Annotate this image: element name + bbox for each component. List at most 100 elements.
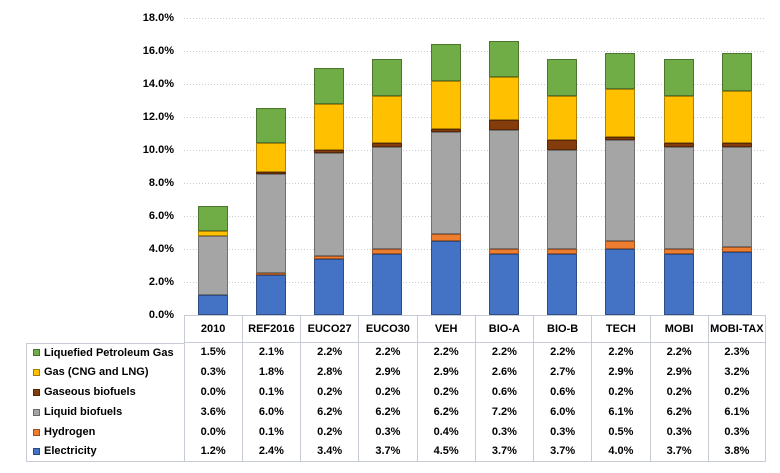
value-cell: 2.9% xyxy=(358,362,416,383)
value-cell: 3.7% xyxy=(533,441,592,462)
gridline xyxy=(183,116,766,118)
bar-segment xyxy=(663,249,694,254)
bar-segment xyxy=(430,131,461,235)
legend-item: Gaseous biofuels xyxy=(26,382,184,403)
bar-segment xyxy=(488,249,519,254)
value-cell: 3.7% xyxy=(358,441,417,462)
y-axis-tick-label: 8.0% xyxy=(148,177,174,189)
legend-item: Liquefied Petroleum Gas xyxy=(26,342,184,363)
value-cell: 2.2% xyxy=(416,342,475,363)
value-cell: 0.0% xyxy=(183,422,242,442)
table-corner-cell xyxy=(26,315,184,343)
value-cell: 2.2% xyxy=(300,342,358,363)
gridline xyxy=(183,149,766,151)
data-table: 2010 REF2016 EUCO27 EUCO30 VEH BIO-A BIO-B TECH… xyxy=(26,315,766,462)
series-name: Liquefied Petroleum Gas xyxy=(44,346,174,359)
value-cell: 0.2% xyxy=(591,382,649,403)
value-cell: 2.1% xyxy=(241,342,300,363)
bar-segment xyxy=(430,44,461,81)
value-cell: 3.6% xyxy=(183,402,242,423)
series-name: Liquid biofuels xyxy=(44,406,123,419)
bar-segment xyxy=(255,273,286,276)
bar-segment xyxy=(547,59,578,96)
value-cell: 6.0% xyxy=(241,402,300,423)
bar-segment xyxy=(663,143,694,147)
value-cell: 0.6% xyxy=(474,382,533,403)
value-cell: 6.2% xyxy=(416,402,475,423)
value-cell: 2.7% xyxy=(533,362,591,383)
value-cell: 0.3% xyxy=(183,362,242,383)
bar-segment xyxy=(255,174,286,274)
y-axis-tick-label: 4.0% xyxy=(148,243,174,255)
bar-segment xyxy=(372,146,403,250)
value-cell: 3.4% xyxy=(300,441,359,462)
stacked-bar-BIO-A xyxy=(488,18,519,315)
column-header-2010: 2010 xyxy=(183,315,242,343)
bar-segment xyxy=(721,143,752,147)
value-cell: 2.8% xyxy=(300,362,358,383)
bar-segment xyxy=(605,140,636,241)
legend-swatch-icon xyxy=(33,388,40,396)
legend-item: Hydrogen xyxy=(26,422,184,442)
y-axis-tick-label: 14.0% xyxy=(142,78,174,90)
legend-item: Liquid biofuels xyxy=(26,402,184,423)
column-header-VEH: VEH xyxy=(416,315,475,343)
bar-segment xyxy=(721,90,752,144)
bar-segment xyxy=(314,153,345,256)
y-axis-tick-label: 2.0% xyxy=(148,276,174,288)
bar-segment xyxy=(547,253,578,315)
legend-swatch-icon xyxy=(33,447,40,455)
bar-segment xyxy=(314,150,345,154)
column-header-MOBI-TAX: MOBI-TAX xyxy=(707,315,766,343)
value-cell: 2.4% xyxy=(241,441,300,462)
value-cell: 0.3% xyxy=(649,422,708,442)
value-cell: 2.9% xyxy=(416,362,475,383)
bar-segment xyxy=(721,247,752,253)
bar-segment xyxy=(314,255,345,259)
value-cell: 0.3% xyxy=(707,422,766,442)
legend-item: Electricity xyxy=(26,441,184,462)
value-cell: 0.0% xyxy=(183,382,242,403)
gridline xyxy=(183,248,766,250)
bar-segment xyxy=(314,258,345,315)
bar-segment xyxy=(314,103,345,151)
value-cell: 7.2% xyxy=(474,402,533,423)
column-header-TECH: TECH xyxy=(591,315,650,343)
column-header-EUCO27: EUCO27 xyxy=(300,315,359,343)
series-name: Gaseous biofuels xyxy=(44,386,136,399)
value-cell: 2.3% xyxy=(707,342,766,363)
bar-segment xyxy=(430,240,461,315)
column-header-BIO-B: BIO-B xyxy=(533,315,592,343)
series-name: Electricity xyxy=(44,445,97,458)
stacked-bar-EUCO27 xyxy=(314,18,345,315)
value-cell: 1.8% xyxy=(241,362,300,383)
value-cell: 1.2% xyxy=(183,441,242,462)
bar-segment xyxy=(547,140,578,151)
value-cell: 2.2% xyxy=(591,342,649,363)
y-axis-tick-label: 18.0% xyxy=(142,12,174,24)
bar-segment xyxy=(430,234,461,241)
value-cell: 0.1% xyxy=(241,382,300,403)
bar-segment xyxy=(547,95,578,141)
value-cell: 0.2% xyxy=(300,382,358,403)
column-header-REF2016: REF2016 xyxy=(241,315,300,343)
gridline xyxy=(183,182,766,184)
y-axis-tick-label: 12.0% xyxy=(142,111,174,123)
column-header-EUCO30: EUCO30 xyxy=(358,315,417,343)
series-name: Gas (CNG and LNG) xyxy=(44,366,149,379)
legend-swatch-icon xyxy=(33,368,40,376)
stacked-bar-MOBI xyxy=(663,18,694,315)
column-header-BIO-A: BIO-A xyxy=(474,315,533,343)
bar-segment xyxy=(488,253,519,315)
bar-segment xyxy=(605,249,636,315)
bar-segment xyxy=(605,136,636,141)
value-cell: 2.9% xyxy=(649,362,708,383)
gridline xyxy=(183,50,766,52)
stacked-bar-EUCO30 xyxy=(372,18,403,315)
value-cell: 4.0% xyxy=(591,441,650,462)
value-cell: 0.2% xyxy=(416,382,475,403)
value-cell: 2.9% xyxy=(591,362,649,383)
bar-segment xyxy=(430,128,461,132)
stacked-bar-TECH xyxy=(605,18,636,315)
value-cell: 6.2% xyxy=(649,402,708,423)
